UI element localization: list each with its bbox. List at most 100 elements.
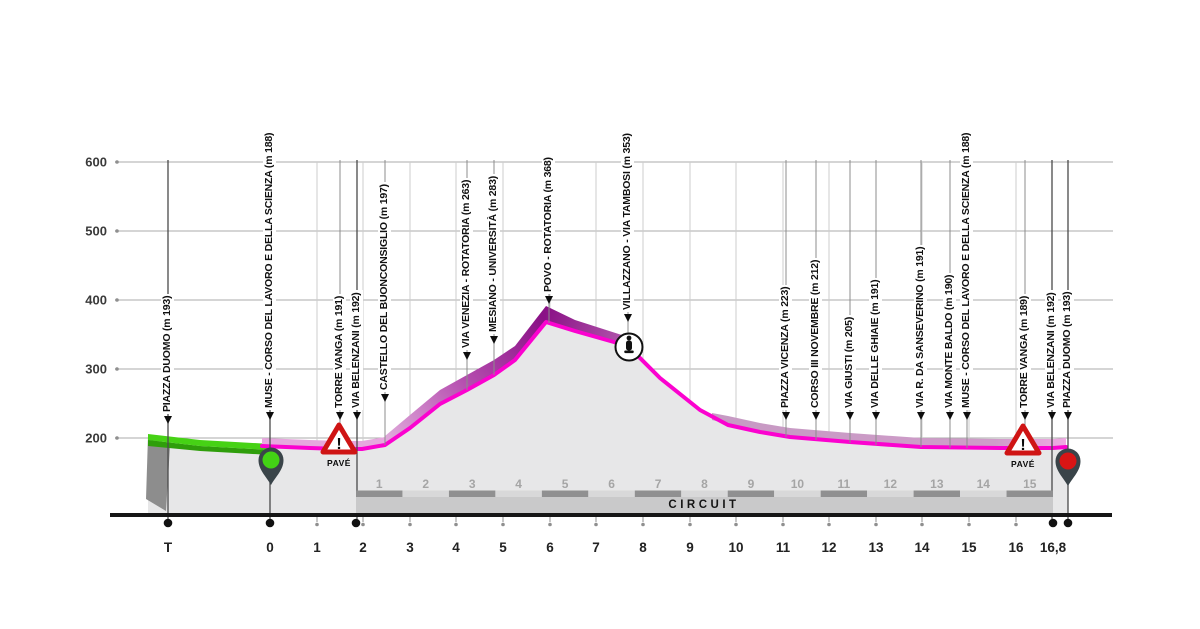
- km-tick-dot: [501, 522, 505, 527]
- km-tick-dot: [1014, 522, 1018, 527]
- route-marker-dot: [1048, 518, 1058, 528]
- warning-triangle-icon: [1004, 423, 1042, 456]
- waypoint-label: MUSE - CORSO DEL LAVORO E DELLA SCIENZA …: [263, 130, 276, 410]
- circuit-lap-segment: [541, 490, 589, 497]
- start-pin-icon: [258, 447, 284, 485]
- circuit-lap-segment: [1006, 490, 1053, 497]
- waypoint-arrow-icon: [1047, 412, 1056, 420]
- circuit-lap-number: 10: [791, 477, 805, 491]
- waypoint-label: VIA MONTE BALDO (m 190): [943, 272, 956, 410]
- circuit-lap-segment: [960, 490, 1007, 497]
- waypoint-arrow-icon: [335, 412, 344, 420]
- x-axis-tick-label: 10: [728, 540, 743, 555]
- km-tick-dot: [967, 522, 971, 527]
- circuit-lap-segment: [495, 490, 542, 497]
- circuit-lap-segment: [867, 490, 914, 497]
- km-tick-dot: [874, 522, 878, 527]
- waypoint-arrow-icon: [781, 412, 790, 420]
- waypoint-label: VIA R. DA SANSEVERINO (m 191): [914, 244, 927, 410]
- x-axis-tick-label: 16: [1008, 540, 1024, 555]
- y-axis-tick-label: 400: [85, 293, 107, 308]
- circuit-lap-number: 12: [884, 477, 898, 491]
- circuit-band: [356, 497, 1053, 513]
- warning-triangle-icon: [320, 422, 358, 455]
- circuit-lap-number: 3: [469, 477, 476, 491]
- waypoint-label: VIA BELENZANI (m 192): [1045, 290, 1058, 410]
- gridline-dot: [115, 298, 119, 302]
- waypoint-label: VIA DELLE GHIAIE (m 191): [869, 277, 882, 410]
- exclamation-glyph: !: [336, 436, 341, 453]
- x-axis-tick-label: 15: [961, 540, 977, 555]
- circuit-lap-number: 6: [608, 477, 615, 491]
- pin-dot: [262, 451, 280, 469]
- pave-warning: ! PAVÉ: [1004, 423, 1042, 469]
- waypoint-label: VIA BELENZANI (m 192): [350, 290, 363, 410]
- x-axis-tick-label: 9: [686, 540, 694, 555]
- x-axis-tick-label: 2: [359, 540, 367, 555]
- waypoint-arrow-icon: [1020, 412, 1029, 420]
- circuit-lap-segment: [448, 490, 496, 497]
- pin-dot: [1059, 452, 1077, 470]
- circuit-lap-number: 11: [838, 477, 851, 491]
- km-tick-dot: [688, 522, 692, 527]
- x-axis-tick-label: T: [164, 540, 173, 555]
- waypoint-label: VILLAZZANO - VIA TAMBOSI (m 353): [621, 131, 634, 312]
- circuit-lap-number: 15: [1023, 477, 1037, 491]
- waypoint-label: CORSO III NOVEMBRE (m 212): [809, 257, 822, 410]
- circuit-lap-segment: [913, 490, 961, 497]
- route-marker-dot: [1063, 518, 1073, 528]
- circuit-lap-segment: [681, 490, 728, 497]
- pave-label: PAVÉ: [1011, 459, 1035, 469]
- waypoint-label: PIAZZA DUOMO (m 193): [161, 293, 174, 414]
- circuit-lap-segment: [356, 490, 403, 497]
- profile-left-face: [146, 436, 170, 511]
- circuit-lap-number: 14: [977, 477, 991, 491]
- x-axis-tick-label: 12: [821, 540, 836, 555]
- gridline-dot: [115, 367, 119, 371]
- circuit-lap-segment: [402, 490, 449, 497]
- x-axis-tick-label: 16,8: [1040, 540, 1067, 555]
- waypoint-arrow-icon: [265, 412, 274, 420]
- waypoint-arrow-icon: [380, 394, 389, 402]
- route-line: [260, 320, 1068, 451]
- waypoint-arrow-icon: [352, 412, 361, 420]
- circuit-lap-number: 9: [748, 477, 755, 491]
- waypoint-label: TORRE VANGA (m 191): [333, 293, 346, 410]
- waypoint-label: MUSE - CORSO DEL LAVORO E DELLA SCIENZA …: [960, 130, 973, 410]
- y-axis-tick-label: 600: [85, 155, 107, 170]
- y-axis-tick-label: 200: [85, 431, 107, 446]
- waypoint-arrow-icon: [916, 412, 925, 420]
- pave-label: PAVÉ: [327, 458, 351, 468]
- route-marker-dot: [265, 518, 275, 528]
- x-axis-tick-label: 8: [639, 540, 647, 555]
- km-tick-dot: [408, 522, 412, 527]
- x-axis-tick-label: 1: [313, 540, 321, 555]
- x-axis-line: [110, 513, 1112, 517]
- km-tick-dot: [734, 522, 738, 527]
- waypoint-arrow-icon: [623, 314, 632, 322]
- x-axis-tick-label: 14: [914, 540, 930, 555]
- exclamation-glyph: !: [1020, 437, 1025, 454]
- x-axis-tick-label: 0: [266, 540, 274, 555]
- circuit-lap-number: 13: [930, 477, 944, 491]
- route-marker-dot: [351, 518, 361, 528]
- circuit-lap-number: 8: [701, 477, 708, 491]
- circuit-lap-number: 4: [515, 477, 522, 491]
- circuit-label: CIRCUIT: [668, 499, 740, 511]
- route-ribbon-climb: [385, 306, 546, 444]
- km-tick-dot: [781, 522, 785, 527]
- finish-pin-icon: [1055, 448, 1081, 486]
- circuit-lap-segment: [774, 490, 821, 497]
- circuit-lap-segment: [634, 490, 682, 497]
- km-tick-dot: [920, 522, 924, 527]
- leadin-ribbon-front: [148, 440, 271, 455]
- waypoint-arrow-icon: [871, 412, 880, 420]
- monument-icon: [614, 332, 644, 362]
- waypoint-arrow-icon: [462, 352, 471, 360]
- circuit-lap-segment: [820, 490, 868, 497]
- route-ribbon-descent: [546, 306, 628, 345]
- waypoint-label: PIAZZA DUOMO (m 193): [1061, 289, 1074, 410]
- waypoint-label: PIAZZA VICENZA (m 223): [779, 284, 792, 410]
- waypoint-arrow-icon: [845, 412, 854, 420]
